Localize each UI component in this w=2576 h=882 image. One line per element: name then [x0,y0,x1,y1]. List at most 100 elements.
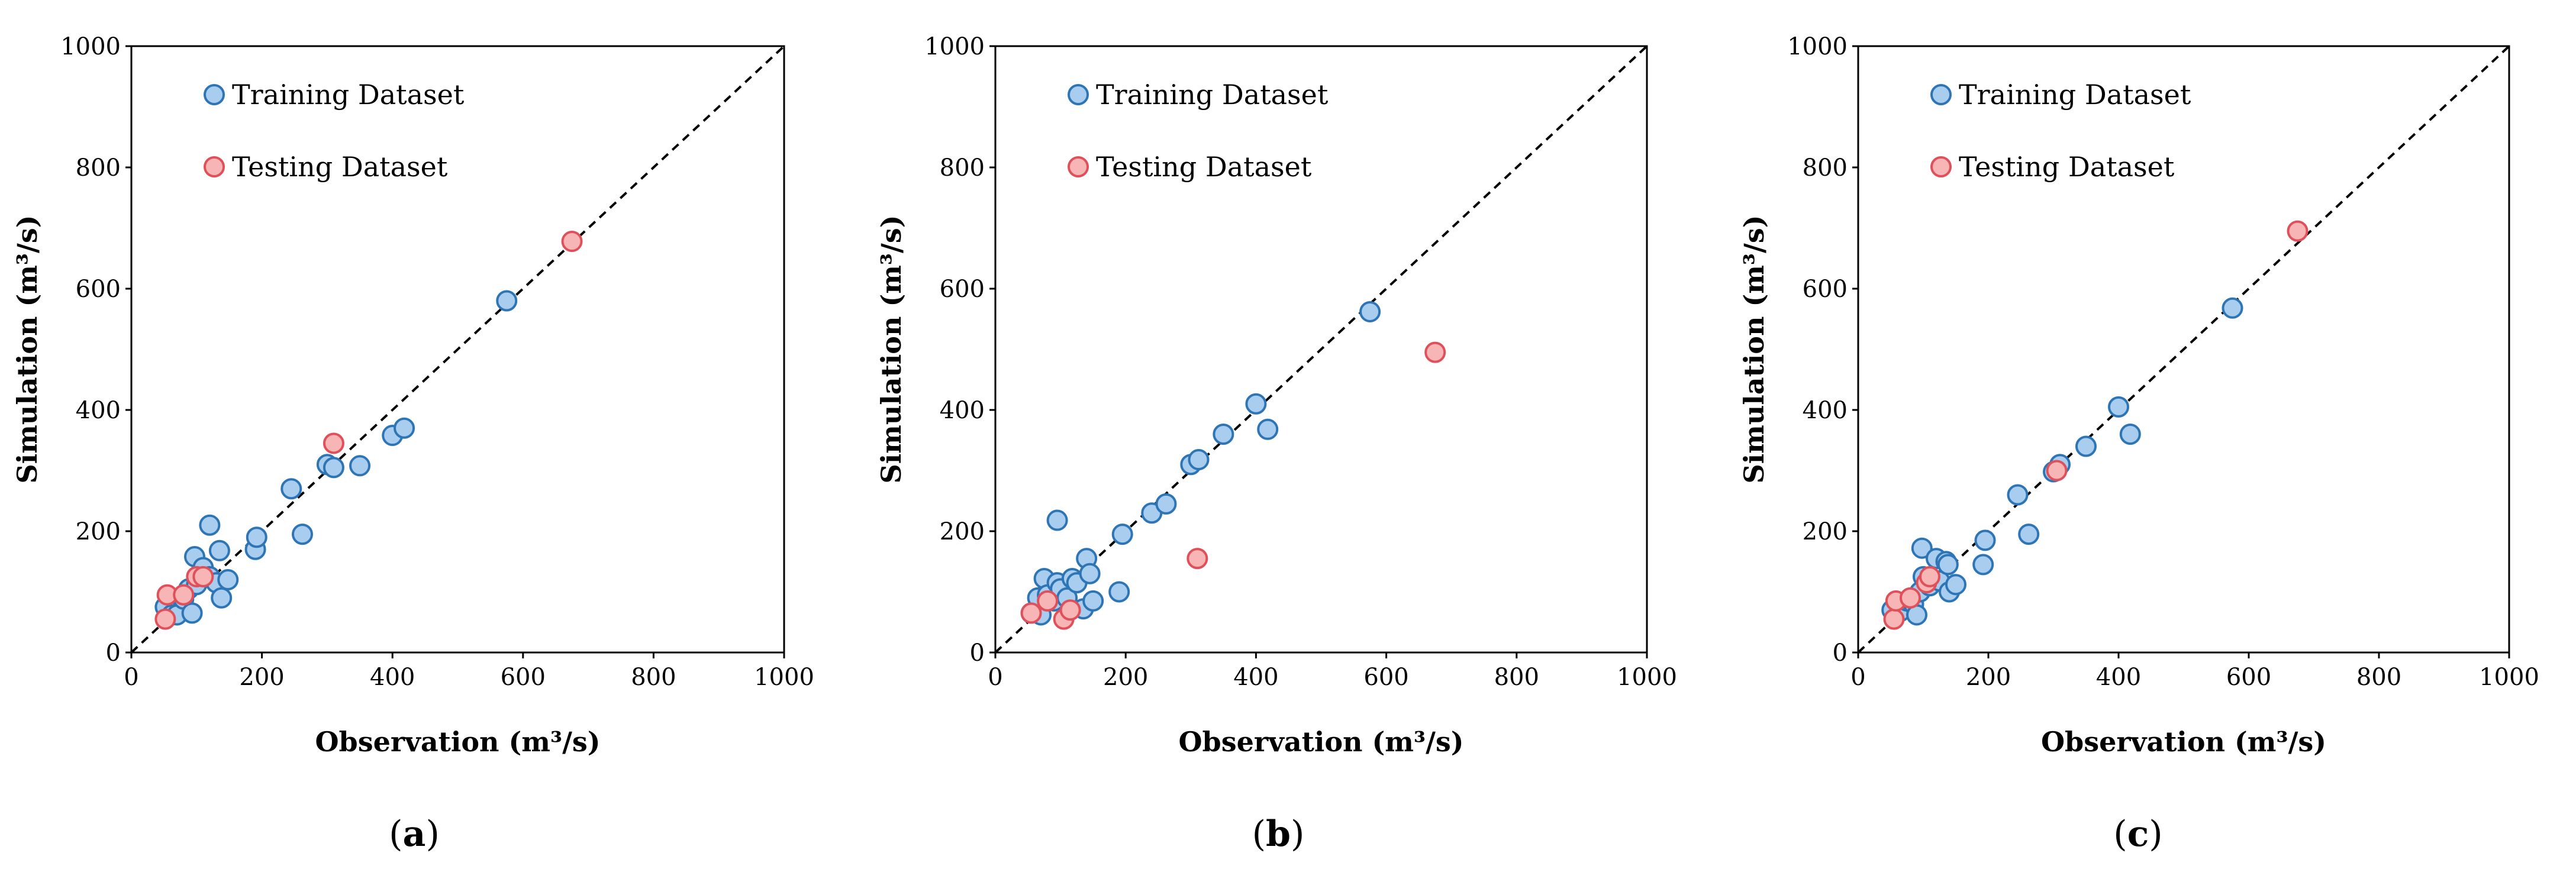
y-tick-label: 800 [76,154,121,182]
x-tick-label: 600 [501,664,546,691]
y-axis-label: Simulation (m³/s) [11,215,43,483]
testing-point [1059,599,1081,621]
training-point [217,569,239,590]
training-point [1079,563,1101,584]
x-tick-label: 0 [124,664,138,691]
testing-point [2046,460,2068,482]
x-tick-label: 800 [1494,664,1539,691]
caption-open: ( [1252,813,1266,855]
training-point [1213,424,1234,445]
training-point [1974,529,1996,551]
training-point [1046,509,1068,531]
training-point [199,514,221,536]
y-tick-label: 200 [76,518,121,545]
training-point [211,587,233,609]
caption-letter: c [2127,813,2149,855]
training-point [1945,574,1966,596]
training-point [349,455,371,477]
y-tick-label: 0 [970,639,985,667]
x-tick-label: 200 [239,664,284,691]
testing-point [2287,220,2309,242]
legend-training-label: Training Dataset [1959,79,2191,111]
y-axis-label: Simulation (m³/s) [875,215,907,483]
x-tick-label: 1000 [1617,664,1677,691]
y-tick-label: 400 [940,397,985,424]
training-point [2222,297,2243,319]
x-axis-label: Observation (m³/s) [2041,726,2326,758]
plot-frame [994,45,1648,654]
training-point [181,602,203,624]
testing-point [1037,590,1059,612]
y-tick-label: 1000 [1787,33,1848,60]
training-point [496,290,518,312]
training-point [281,478,302,500]
one-to-one-line [130,45,785,654]
panel-caption: (a) [389,813,440,855]
x-tick-label: 800 [2356,664,2401,691]
x-tick-label: 600 [2226,664,2271,691]
caption-close: ) [2149,813,2162,855]
training-point [1155,493,1177,515]
legend-training-marker [204,84,225,105]
legend-training-label: Training Dataset [232,79,465,111]
training-point [2007,484,2029,506]
plot-frame [130,45,785,654]
testing-point [1424,341,1446,363]
chart-panel-c: 0 200 400 600 800 1000 0 200 400 600 800 1000 Observ… [1738,33,2539,855]
training-point [1257,418,1279,440]
testing-point [1919,566,1940,587]
caption-letter: b [1266,813,1291,855]
legend-testing-marker [204,156,225,177]
x-tick-label: 1000 [2479,664,2539,691]
training-point [2119,424,2141,445]
x-tick-label: 0 [988,664,1002,691]
training-point [1359,301,1381,322]
x-tick-label: 400 [370,664,415,691]
x-axis-label: Observation (m³/s) [1178,726,1463,758]
testing-point [173,584,195,606]
y-axis-label: Simulation (m³/s) [1738,215,1770,483]
y-tick-label: 1000 [60,33,121,60]
training-point [208,539,230,561]
training-point [323,457,344,479]
training-point [1937,554,1959,576]
testing-point [1187,548,1208,570]
y-tick-label: 800 [940,154,985,182]
legend-testing-label: Testing Dataset [1096,151,1312,183]
training-point [2108,396,2129,418]
caption-letter: a [403,813,426,855]
testing-point [1900,587,1921,609]
x-axis-label: Observation (m³/s) [315,726,600,758]
chart-panel-a: 0 200 400 600 800 1000 0 200 400 600 800 1000 Observ… [11,33,814,855]
y-tick-label: 600 [940,276,985,303]
panel-caption: (c) [2113,813,2162,855]
y-tick-label: 0 [106,639,121,667]
legend-training-marker [1930,84,1952,105]
testing-point [154,608,176,630]
training-point [291,524,313,545]
testing-point [323,432,344,454]
training-point [2018,524,2040,545]
x-tick-label: 800 [631,664,676,691]
x-tick-label: 400 [1233,664,1278,691]
testing-point [561,231,583,253]
y-tick-label: 400 [76,397,121,424]
legend-training-marker [1068,84,1089,105]
plot-frame [1857,45,2510,654]
testing-point [1020,602,1042,624]
training-point [246,526,267,548]
x-tick-label: 200 [1103,664,1148,691]
legend-testing-label: Testing Dataset [1959,151,2175,183]
caption-close: ) [425,813,439,855]
legend-testing-marker [1068,156,1089,177]
y-tick-label: 1000 [924,33,985,60]
y-tick-label: 400 [1803,397,1848,424]
training-point [394,417,415,439]
y-tick-label: 600 [1803,276,1848,303]
x-tick-label: 0 [1850,664,1865,691]
panel-caption: (b) [1252,813,1305,855]
training-point [1972,554,1994,576]
training-point [1108,581,1130,603]
training-point [1188,449,1210,471]
